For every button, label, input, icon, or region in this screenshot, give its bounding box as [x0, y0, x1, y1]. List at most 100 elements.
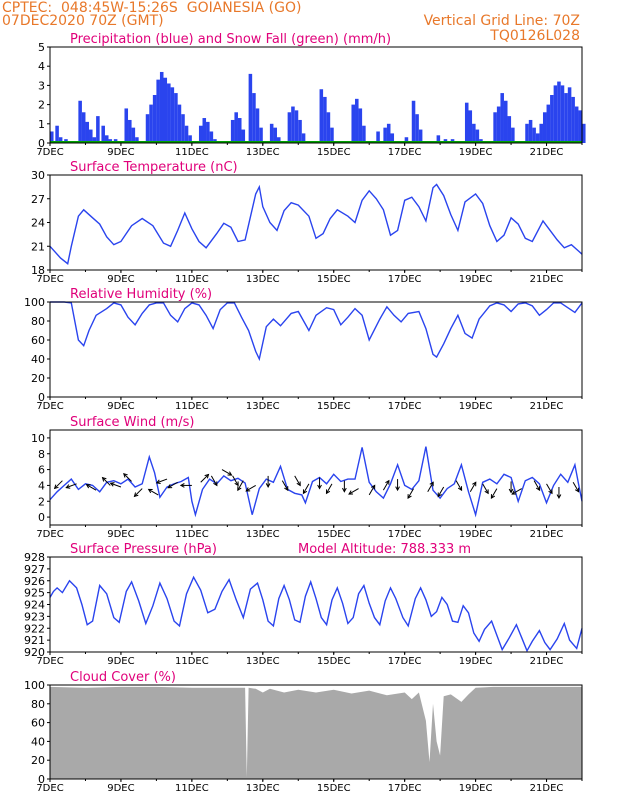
x-tick-label: 11DEC	[175, 401, 209, 412]
precip-bar	[234, 112, 238, 143]
x-tick-label: 7DEC	[36, 529, 63, 540]
x-tick-label: 9DEC	[107, 529, 134, 540]
wind-arrow-head	[437, 492, 442, 498]
wind-arrow-head	[472, 481, 477, 487]
precip-bar	[567, 87, 572, 143]
precip-bar	[542, 112, 547, 143]
precip-bar	[358, 108, 363, 143]
wind-arrow-shaft	[382, 480, 390, 491]
precip-bar	[418, 129, 423, 143]
y-tick-label: 18	[31, 264, 45, 277]
precip-bar	[248, 73, 253, 143]
wind-arrow-head	[302, 489, 308, 495]
wind-arrow	[348, 488, 359, 495]
y-tick-label: 24	[31, 217, 45, 230]
wind-arrow	[53, 480, 63, 490]
wind-arrow	[221, 469, 233, 476]
wind-arrow-shaft	[86, 484, 97, 491]
wind-arrow-head	[508, 488, 514, 494]
y-tick-label: 100	[24, 679, 45, 692]
precip-bar	[294, 110, 299, 143]
precip-bar	[255, 108, 260, 143]
precip-bar	[188, 135, 192, 143]
wind-arrow	[556, 487, 562, 500]
wind-arrow-head	[317, 484, 322, 490]
y-tick-label: 0	[38, 511, 45, 524]
x-tick-label: 7DEC	[36, 656, 63, 667]
wind-arrow-shaft	[368, 485, 376, 496]
wind-arrow-head	[213, 481, 218, 487]
precip-bar	[156, 79, 160, 143]
wind-arrow	[546, 483, 553, 495]
panel-frame	[49, 174, 583, 271]
x-tick-label: 7DEC	[36, 783, 63, 794]
wind-arrow	[368, 484, 376, 496]
precip-bar	[503, 100, 508, 143]
precip-bar	[159, 71, 164, 143]
precip-bar	[415, 114, 419, 143]
wind-arrow	[147, 488, 159, 496]
x-tick-label: 9DEC	[107, 147, 134, 158]
precip-bar	[50, 131, 54, 143]
y-tick-label: 1	[38, 118, 45, 131]
wind-arrow-shaft	[482, 483, 489, 494]
precip-bar	[89, 129, 93, 143]
precip-bar	[230, 119, 235, 143]
precip-bar	[560, 85, 565, 143]
x-tick-label: 13DEC	[246, 401, 280, 412]
panel-title: Precipitation (blue) and Snow Fall (gree…	[70, 32, 391, 47]
panel-frame	[49, 301, 583, 398]
panel-5	[47, 556, 583, 655]
panel-4	[47, 429, 583, 528]
x-tick-label: 17DEC	[388, 529, 422, 540]
series-line	[49, 183, 583, 265]
y-tick-label: 6	[38, 464, 45, 477]
wind-arrow-shaft	[490, 488, 498, 499]
x-tick-label: 11DEC	[175, 656, 209, 667]
precip-bar	[468, 110, 473, 143]
precip-bar	[496, 106, 501, 143]
x-tick-label: 13DEC	[246, 529, 280, 540]
wind-arrow	[123, 472, 132, 482]
wind-arrow	[407, 488, 414, 500]
panel-3	[47, 301, 583, 400]
y-tick-label: 927	[24, 563, 45, 576]
precip-bar	[252, 93, 256, 143]
panel-frame	[49, 684, 583, 780]
wind-arrow-head	[167, 484, 173, 489]
wind-arrow-head	[385, 479, 390, 485]
wind-arrow	[455, 480, 463, 492]
x-tick-label: 13DEC	[246, 656, 280, 667]
wind-arrow	[232, 475, 239, 487]
wind-arrow-head	[53, 484, 59, 490]
x-tick-label: 15DEC	[317, 529, 351, 540]
x-tick-label: 9DEC	[107, 783, 134, 794]
wind-arrow	[109, 482, 122, 488]
wind-arrow	[469, 481, 477, 493]
precip-bar	[564, 93, 568, 143]
precip-bar	[276, 137, 281, 143]
wind-arrow-head	[490, 494, 496, 500]
wind-arrow	[490, 488, 498, 500]
x-tick-label: 19DEC	[459, 656, 493, 667]
y-tick-label: 928	[24, 551, 45, 564]
wind-arrow	[302, 483, 310, 495]
wind-arrow	[294, 475, 301, 487]
precip-bar	[500, 93, 504, 143]
precip-bar	[124, 108, 129, 143]
precip-bar	[376, 131, 380, 143]
precip-bar	[475, 129, 480, 143]
wind-arrow-shaft	[156, 478, 168, 484]
y-tick-label: 60	[31, 717, 45, 730]
x-tick-label: 11DEC	[175, 147, 209, 158]
wind-arrow	[317, 477, 322, 490]
precip-bar	[78, 100, 82, 143]
wind-arrow-head	[556, 494, 562, 500]
precip-bar	[152, 95, 157, 143]
x-tick-label: 11DEC	[175, 274, 209, 285]
precip-bar	[85, 121, 90, 143]
precip-bar	[131, 127, 136, 143]
x-tick-label: 21DEC	[530, 147, 564, 158]
precip-bar	[355, 98, 359, 143]
panel-frame	[49, 556, 583, 653]
